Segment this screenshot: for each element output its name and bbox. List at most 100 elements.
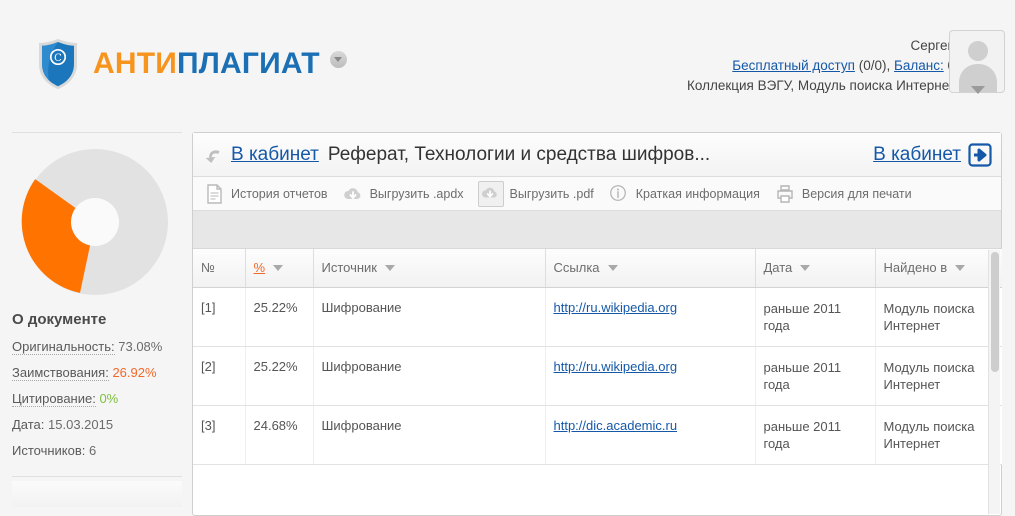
table-scrollbar[interactable] [988, 250, 1000, 514]
sidebar-divider-bottom [12, 476, 182, 477]
brand-logo[interactable]: C АНТИПЛАГИАТ [36, 38, 347, 90]
cell-found-in: Модуль поиска Интернет [875, 346, 1002, 406]
report-toolbar: История отчетов Выгрузить .apdx [193, 177, 1001, 211]
cell-percent: 24.68% [245, 405, 314, 465]
column-header-num[interactable]: № [193, 249, 246, 288]
stat-label: Источников: [12, 443, 86, 458]
back-arrow-icon[interactable] [203, 144, 225, 166]
stat-originality: Оригинальность: 73.08% [12, 339, 182, 355]
brand-name-part1: АНТИ [93, 47, 178, 80]
report-panel: В кабинет Реферат, Технологии и средства… [192, 132, 1002, 516]
stat-value: 6 [89, 443, 97, 458]
cell-source[interactable]: Шифрование [313, 287, 546, 347]
user-avatar-icon[interactable] [949, 30, 1005, 93]
download-pdf-icon-box [477, 180, 504, 207]
chevron-down-icon[interactable] [800, 264, 811, 271]
stat-label: Оригинальность: [12, 339, 115, 355]
toolbar-label: История отчетов [231, 186, 328, 201]
document-history-icon [203, 183, 225, 205]
cloud-download-icon [342, 183, 364, 205]
source-url-link[interactable]: http://dic.academic.ru [553, 417, 678, 433]
cell-source[interactable]: Шифрование [313, 346, 546, 406]
brand-name-part2: ПЛАГИАТ [177, 47, 320, 80]
cell-date: раньше 2011 года [755, 346, 876, 406]
stat-date: Дата: 15.03.2015 [12, 417, 182, 432]
stat-borrowings: Заимствования: 26.92% [12, 365, 182, 381]
toolbar-label: Выгрузить .apdx [369, 186, 464, 201]
cell-num: [1] [193, 287, 246, 347]
user-access-line: Бесплатный доступ (0/0), Баланс: 0 [687, 56, 955, 76]
toolbar-item-download-pdf[interactable]: Выгрузить .pdf [477, 180, 594, 207]
avatar-chevron-down-icon[interactable] [971, 86, 985, 94]
toolbar-item-brief-info[interactable]: Краткая информация [608, 183, 760, 205]
table-header-row: № % Источник Ссылка Дата Найде [193, 249, 1002, 288]
column-label: % [253, 260, 266, 276]
balance-link[interactable]: Баланс: [894, 58, 944, 73]
exit-to-cabinet-icon[interactable] [967, 142, 993, 168]
chevron-down-icon[interactable] [955, 264, 966, 271]
avatar-head [968, 41, 988, 61]
free-access-link[interactable]: Бесплатный доступ [732, 58, 855, 73]
column-label: Источник [321, 260, 378, 276]
stat-sources: Источников: 6 [12, 443, 182, 458]
source-url-link[interactable]: http://ru.wikipedia.org [553, 358, 678, 374]
cell-found-in: Модуль поиска Интернет [875, 287, 1002, 347]
shield-copyright-icon: C [36, 38, 80, 90]
info-circle-icon [608, 183, 630, 205]
stat-value: 73.08% [118, 339, 163, 354]
column-header-link[interactable]: Ссылка [545, 249, 756, 288]
user-info: Сергей Бесплатный доступ (0/0), Баланс: … [687, 36, 955, 96]
svg-text:C: C [54, 53, 62, 64]
column-label: № [201, 260, 215, 276]
cell-link: http://ru.wikipedia.org [545, 346, 756, 406]
about-document-title: О документе [12, 311, 107, 328]
chevron-down-icon[interactable] [607, 264, 618, 271]
toolbar-label: Версия для печати [801, 186, 912, 201]
access-count: (0/0), [858, 58, 891, 73]
toolbar-item-report-history[interactable]: История отчетов [203, 183, 328, 205]
column-header-date[interactable]: Дата [755, 249, 876, 288]
column-label: Ссылка [553, 260, 600, 276]
source-url-link[interactable]: http://ru.wikipedia.org [553, 299, 678, 315]
chevron-down-icon[interactable] [385, 264, 395, 271]
cell-date: раньше 2011 года [755, 287, 876, 347]
stat-label: Заимствования: [12, 365, 109, 381]
toolbar-item-download-apdx[interactable]: Выгрузить .apdx [342, 183, 464, 205]
column-label: Найдено в [883, 260, 948, 276]
column-header-source[interactable]: Источник [313, 249, 546, 288]
table-row[interactable]: [1] 25.22% Шифрование http://ru.wikipedi… [193, 287, 1002, 347]
originality-donut-chart [12, 147, 182, 297]
cloud-download-icon [480, 183, 502, 205]
toolbar-label: Краткая информация [635, 186, 760, 201]
back-to-cabinet-link[interactable]: В кабинет [231, 143, 319, 165]
stat-value: 15.03.2015 [48, 417, 114, 432]
donut-svg [21, 149, 168, 295]
toolbar-item-print-version[interactable]: Версия для печати [774, 183, 912, 205]
scrollbar-thumb[interactable] [991, 252, 999, 372]
stat-label: Цитирование: [12, 391, 96, 407]
user-collection: Коллекция ВЭГУ, Модуль поиска Интернет [687, 78, 955, 93]
report-blank-band [193, 211, 1001, 249]
sidebar-divider-top [12, 132, 182, 133]
printer-icon [774, 183, 796, 205]
chevron-down-icon[interactable] [329, 50, 347, 68]
table-row[interactable]: [3] 24.68% Шифрование http://dic.academi… [193, 405, 1002, 465]
column-header-percent[interactable]: % [245, 249, 314, 288]
to-cabinet-link[interactable]: В кабинет [873, 143, 961, 165]
page-header: C АНТИПЛАГИАТ Сергей Бесплатный доступ (… [0, 0, 1015, 110]
document-title: Реферат, Технологии и средства шифров... [327, 143, 711, 165]
user-name: Сергей [910, 38, 955, 53]
cell-link: http://ru.wikipedia.org [545, 287, 756, 347]
chevron-down-icon[interactable] [273, 264, 284, 271]
cabinet-exit-group[interactable]: В кабинет [873, 142, 993, 168]
column-header-found-in[interactable]: Найдено в [875, 249, 1002, 288]
cell-source[interactable]: Шифрование [313, 405, 546, 465]
cell-num: [2] [193, 346, 246, 406]
cell-num: [3] [193, 405, 246, 465]
cell-found-in: Модуль поиска Интернет [875, 405, 1002, 465]
table-row[interactable]: [2] 25.22% Шифрование http://ru.wikipedi… [193, 346, 1002, 406]
stat-value: 0% [99, 391, 119, 406]
toolbar-label: Выгрузить .pdf [509, 186, 594, 201]
sources-table: № % Источник Ссылка Дата Найде [193, 249, 1002, 465]
